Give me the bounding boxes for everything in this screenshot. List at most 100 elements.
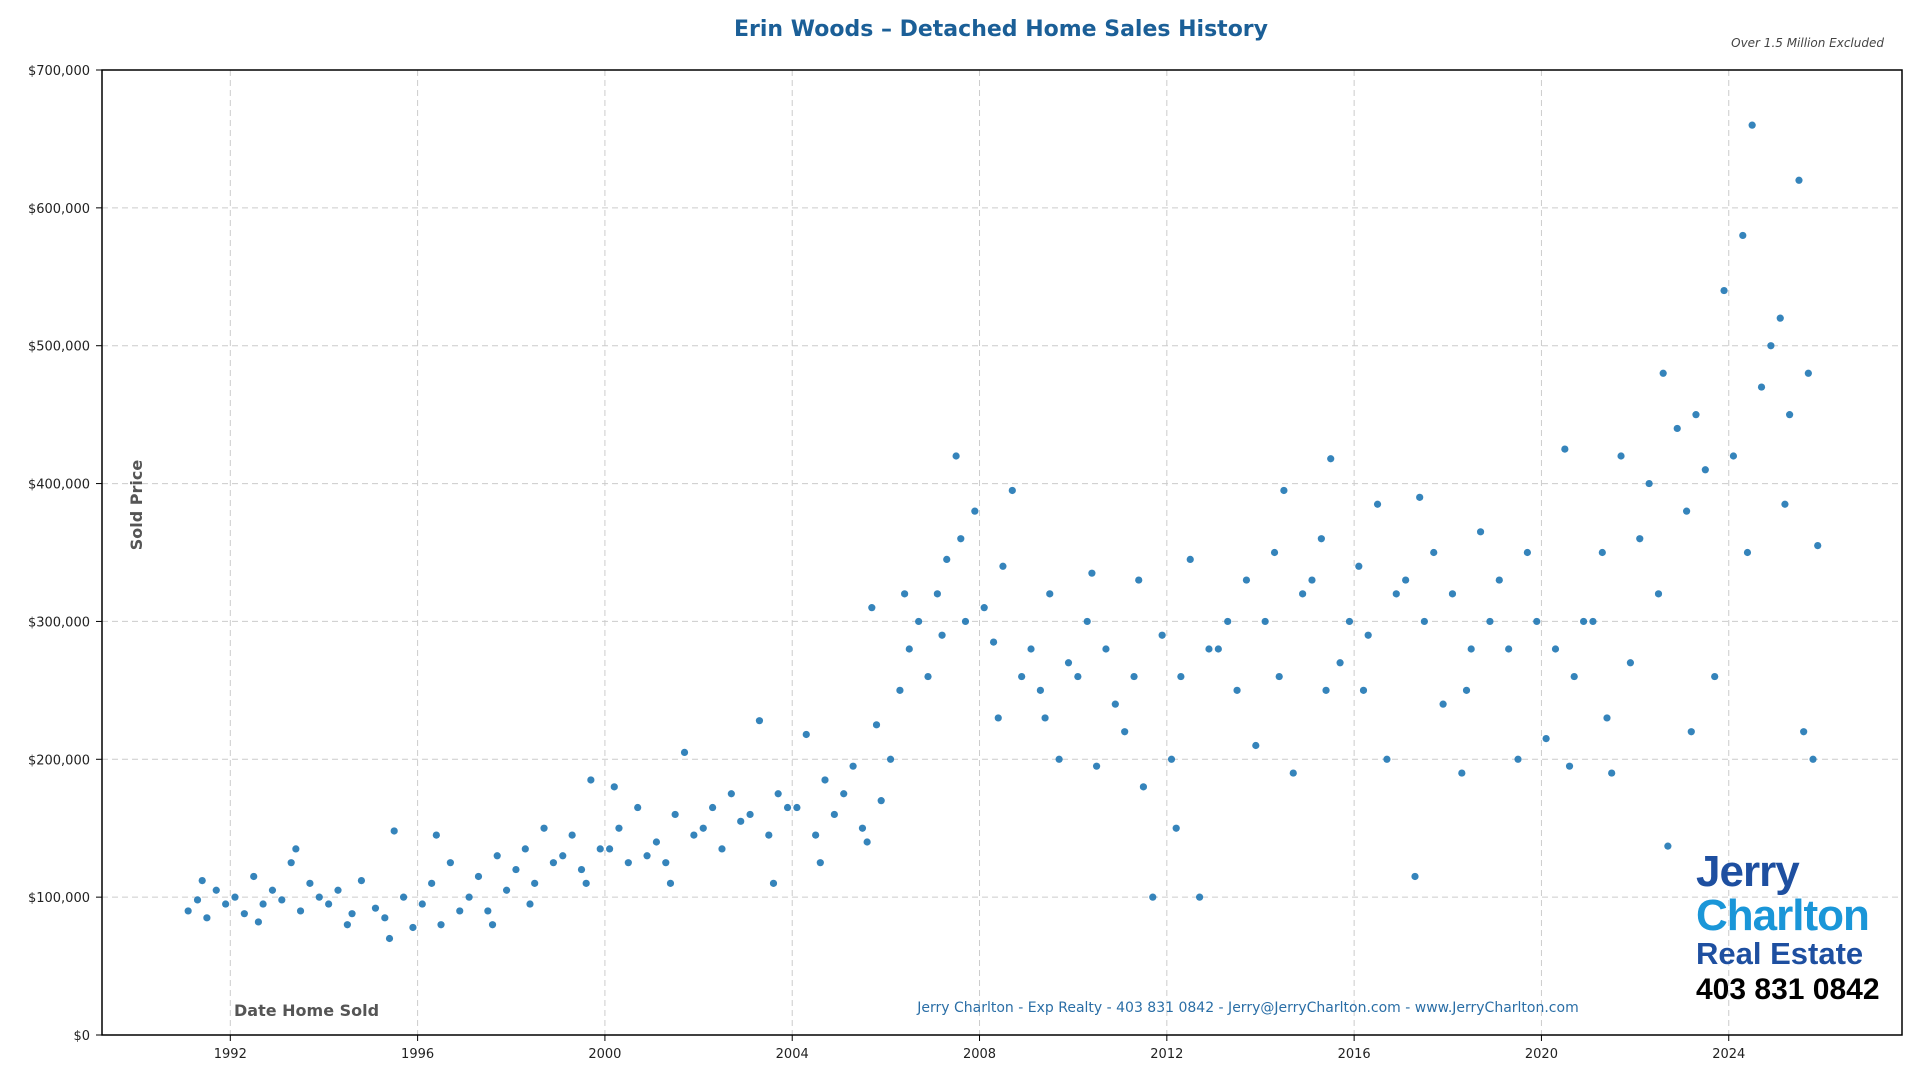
data-points <box>184 121 1822 943</box>
data-point <box>718 845 726 853</box>
data-point <box>1402 576 1410 584</box>
data-point <box>802 730 810 739</box>
data-point <box>896 686 904 694</box>
data-point <box>1514 755 1522 763</box>
data-point <box>1673 424 1681 433</box>
data-point <box>1439 700 1447 708</box>
data-point <box>1135 576 1143 584</box>
data-point <box>1664 842 1672 850</box>
data-point <box>1172 824 1180 832</box>
data-point <box>399 893 408 901</box>
data-point <box>994 714 1002 722</box>
y-axis-label: Sold Price <box>127 460 146 551</box>
data-point <box>540 824 548 832</box>
data-point <box>605 845 614 853</box>
data-point <box>587 776 595 784</box>
y-tick-label: $100,000 <box>28 891 90 906</box>
data-point <box>1027 645 1035 653</box>
data-point <box>1814 542 1822 550</box>
data-point <box>1008 486 1016 495</box>
data-point <box>1359 686 1368 694</box>
y-tick-label: $300,000 <box>28 615 90 630</box>
data-point <box>325 900 333 908</box>
data-point <box>1299 590 1307 598</box>
data-point <box>418 900 426 908</box>
data-point <box>348 910 356 918</box>
x-tick-label: 2024 <box>1712 1047 1745 1062</box>
data-point <box>774 790 782 798</box>
data-point <box>816 859 824 867</box>
x-tick-label: 2012 <box>1150 1047 1183 1062</box>
data-point <box>474 872 483 881</box>
chart-title: Erin Woods – Detached Home Sales History <box>734 17 1268 42</box>
data-point <box>1261 617 1269 626</box>
y-tick-label: $400,000 <box>28 478 90 493</box>
data-point <box>531 879 539 887</box>
data-point <box>1636 535 1644 543</box>
data-point <box>1252 741 1260 750</box>
data-point <box>1589 617 1597 626</box>
data-point <box>727 790 735 798</box>
data-point <box>961 617 970 626</box>
data-point <box>1036 686 1044 694</box>
data-point <box>428 879 436 887</box>
data-point <box>1373 500 1382 508</box>
data-point <box>1729 452 1738 460</box>
data-point <box>1542 735 1550 743</box>
data-point <box>1167 755 1176 763</box>
data-point <box>783 803 792 812</box>
data-point <box>1711 672 1719 681</box>
data-point <box>1795 176 1803 184</box>
data-point <box>812 831 820 839</box>
data-point <box>1809 755 1817 763</box>
data-point <box>1121 728 1129 736</box>
data-point <box>292 845 300 853</box>
data-point <box>1322 686 1330 694</box>
data-point <box>1345 617 1354 626</box>
data-point <box>484 907 492 915</box>
data-point <box>371 904 380 912</box>
data-point <box>1659 369 1667 377</box>
data-point <box>924 672 932 681</box>
data-point <box>1214 645 1222 653</box>
data-point <box>1687 728 1695 736</box>
data-point <box>1565 762 1574 770</box>
data-point <box>737 817 745 825</box>
data-point <box>915 617 923 626</box>
data-point <box>1416 493 1424 501</box>
gridlines <box>102 70 1902 1035</box>
data-point <box>582 879 590 887</box>
data-point <box>858 824 867 832</box>
data-point <box>1242 576 1251 584</box>
data-point <box>1682 507 1691 515</box>
data-point <box>1055 755 1063 763</box>
data-point <box>1177 672 1185 681</box>
y-tick-label: $600,000 <box>28 202 90 217</box>
data-point <box>488 921 497 929</box>
x-tick-label: 2020 <box>1525 1047 1558 1062</box>
data-point <box>1523 548 1531 557</box>
footer-contact: Jerry Charlton - Exp Realty - 403 831 08… <box>916 1000 1578 1016</box>
data-point <box>1804 369 1812 377</box>
data-point <box>437 921 445 929</box>
data-point <box>1626 659 1635 667</box>
data-point <box>1603 714 1611 722</box>
x-axis: 1992 1996 2000 2004 2008 2012 2016 2020 2024 <box>214 1035 1745 1062</box>
data-point <box>409 923 417 932</box>
data-point <box>1289 769 1297 777</box>
logo-line-1: Jerry <box>1696 847 1800 896</box>
data-point <box>690 831 698 839</box>
data-point <box>643 852 651 860</box>
data-point <box>1111 700 1119 708</box>
data-point <box>268 886 277 894</box>
data-point <box>203 914 211 922</box>
data-point <box>1458 769 1466 777</box>
data-point <box>662 859 670 867</box>
data-point <box>1083 617 1091 626</box>
data-point <box>971 507 979 515</box>
data-point <box>1551 645 1560 653</box>
data-point <box>1130 672 1138 681</box>
data-point <box>1748 121 1756 129</box>
data-point <box>568 831 576 839</box>
